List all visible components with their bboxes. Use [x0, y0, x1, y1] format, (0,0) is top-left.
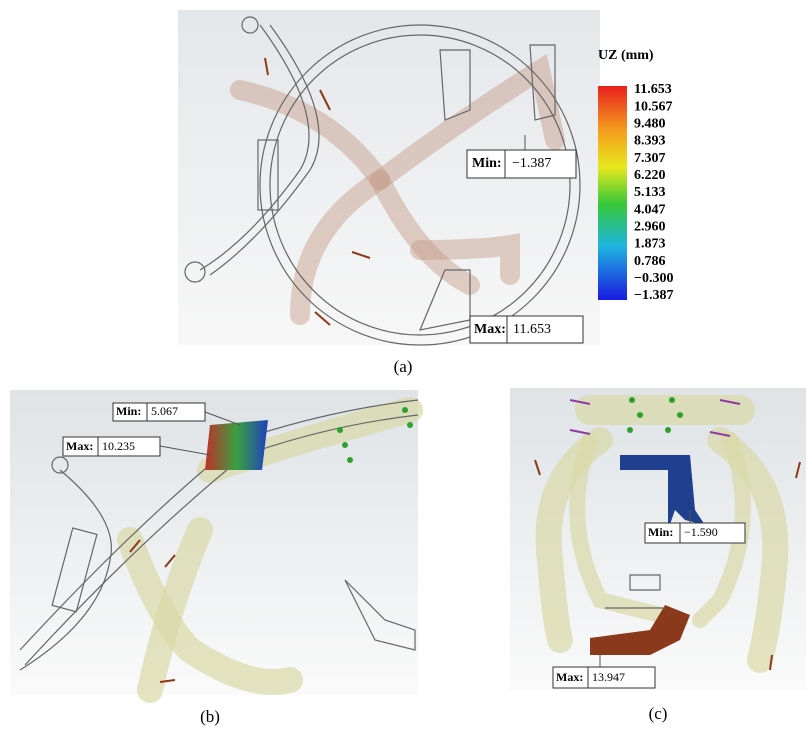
panel-label: (b) — [200, 707, 220, 726]
legend-tick-label: −0.300 — [634, 271, 673, 286]
max-value: 13.947 — [592, 670, 625, 684]
min-value: −1.387 — [512, 156, 551, 171]
legend-tick-label: 1.873 — [634, 237, 666, 252]
legend-tick-label: 11.653 — [634, 82, 672, 97]
legend-tick-label: 8.393 — [634, 134, 666, 149]
figure: UZ (mm) 11.653 10.567 9.480 8.393 7.307 6.220… — [0, 0, 806, 733]
max-label: Max: — [66, 439, 93, 453]
min-label: Min: — [472, 156, 502, 171]
min-value: 5.067 — [151, 404, 178, 418]
legend-tick-label: 9.480 — [634, 117, 666, 132]
legend-tick-label: 5.133 — [634, 185, 666, 200]
panel-b: Min: 5.067 Max: 10.235 (b) — [10, 390, 418, 726]
legend-tick-label: −1.387 — [634, 288, 673, 303]
panel-c: Min: −1.590 Max: 13.947 (c) — [510, 388, 806, 723]
panel-label: (a) — [394, 357, 413, 376]
legend-title: UZ (mm) — [598, 48, 654, 63]
max-label: Max: — [556, 670, 583, 684]
legend-tick-label: 10.567 — [634, 99, 673, 114]
panel-a: UZ (mm) 11.653 10.567 9.480 8.393 7.307 6.220… — [178, 10, 673, 376]
panel-label: (c) — [649, 704, 668, 723]
legend-tick-label: 7.307 — [634, 151, 666, 166]
max-label: Max: — [474, 322, 506, 337]
legend-tick-label: 2.960 — [634, 220, 666, 235]
min-label: Min: — [116, 404, 141, 418]
legend-tick-label: 6.220 — [634, 168, 666, 183]
legend-tick-label: 4.047 — [634, 202, 666, 217]
colorbar — [598, 86, 627, 300]
min-label: Min: — [648, 525, 673, 539]
legend-tick-label: 0.786 — [634, 254, 666, 269]
min-value: −1.590 — [684, 525, 718, 539]
max-value: 10.235 — [102, 439, 135, 453]
highlight — [205, 420, 268, 470]
max-value: 11.653 — [513, 322, 551, 337]
legend-ticks: 11.653 10.567 9.480 8.393 7.307 6.220 5.133 4.0… — [634, 82, 673, 303]
